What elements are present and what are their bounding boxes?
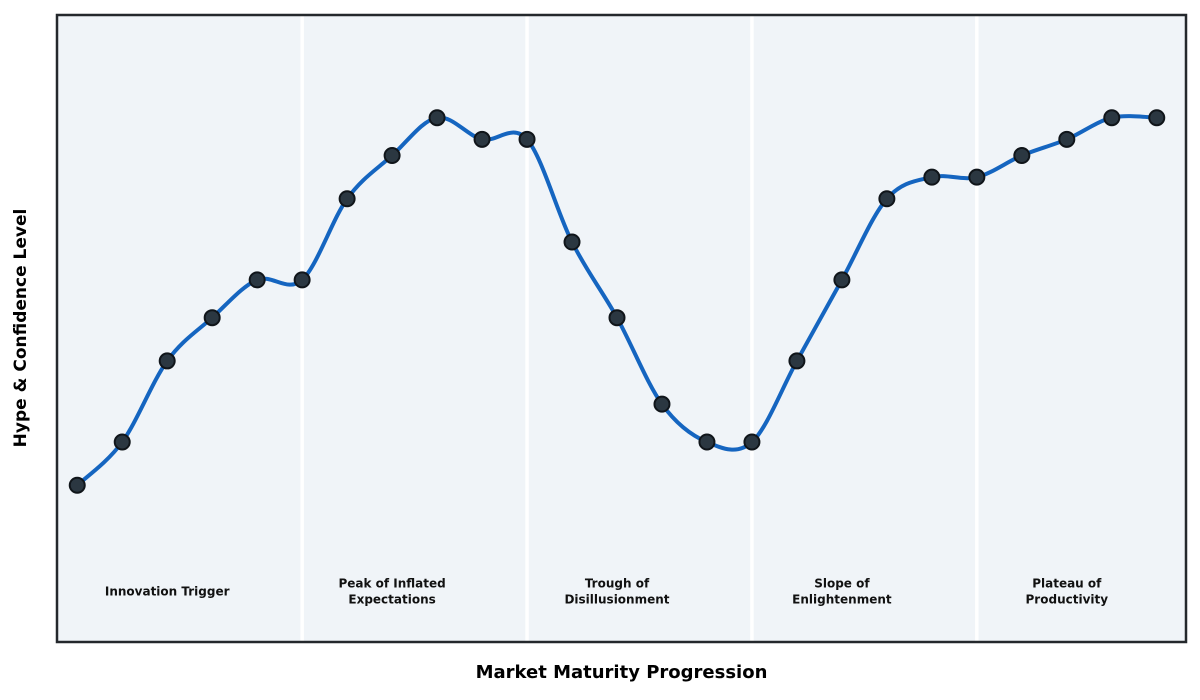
phase-label: Enlightenment (792, 593, 892, 607)
data-point (158, 352, 176, 370)
data-point (1103, 109, 1121, 127)
phase-label: Peak of Inflated (338, 577, 445, 591)
data-point (833, 271, 851, 289)
phase-label: Productivity (1026, 593, 1109, 607)
data-point (698, 433, 716, 451)
data-point (248, 271, 266, 289)
data-point (203, 309, 221, 327)
data-point (653, 395, 671, 413)
data-point (473, 130, 491, 148)
data-point (383, 147, 401, 165)
data-point (68, 476, 86, 494)
data-point (1148, 109, 1166, 127)
phase-label: Disillusionment (564, 593, 669, 607)
phase-label: Trough of (585, 577, 650, 591)
y-axis-label: Hype & Confidence Level (11, 208, 31, 448)
data-point (743, 433, 761, 451)
data-point (1013, 147, 1031, 165)
data-point (1058, 130, 1076, 148)
data-point (428, 109, 446, 127)
phase-label: Expectations (348, 593, 435, 607)
plot-border (55, 13, 1188, 644)
phase-label: Innovation Trigger (105, 585, 230, 599)
data-point (968, 168, 986, 186)
data-point (608, 309, 626, 327)
phase-label: Plateau of (1032, 577, 1102, 591)
x-axis-label: Market Maturity Progression (475, 662, 768, 683)
data-point (293, 271, 311, 289)
data-point (113, 433, 131, 451)
data-point (923, 168, 941, 186)
data-point (338, 190, 356, 208)
phase-label: Slope of (814, 577, 870, 591)
data-point (518, 130, 536, 148)
data-point (878, 190, 896, 208)
data-point (563, 233, 581, 251)
data-point (788, 352, 806, 370)
